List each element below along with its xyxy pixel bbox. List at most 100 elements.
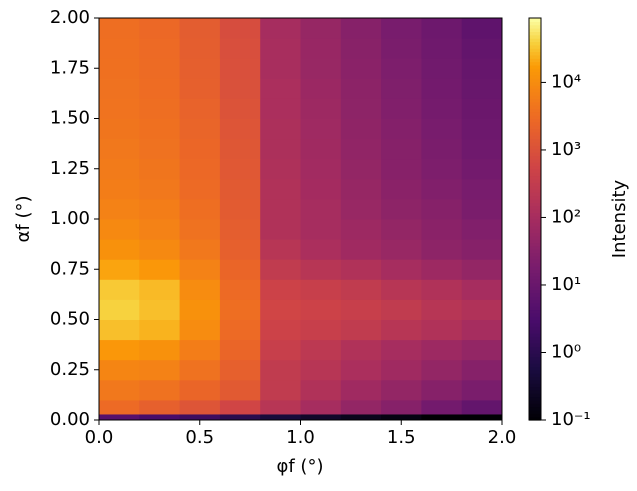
heatmap-cell <box>139 399 181 415</box>
colorbar-swatch <box>529 162 541 166</box>
colorbar-swatch <box>529 359 541 364</box>
heatmap-cell <box>219 413 261 421</box>
colorbar-swatch <box>529 121 541 126</box>
heatmap-cell <box>300 239 342 260</box>
heatmap-cell <box>421 118 463 140</box>
heatmap-cell <box>139 219 181 240</box>
colorbar-swatch <box>529 265 541 270</box>
colorbar-swatch <box>529 54 541 59</box>
colorbar-swatch <box>529 78 541 83</box>
heatmap-cell <box>219 379 261 401</box>
colorbar-tick-label: 10⁻¹ <box>551 409 591 430</box>
heatmap-cell <box>421 299 463 320</box>
heatmap-cell <box>340 399 382 415</box>
heatmap-cell <box>260 58 301 79</box>
colorbar-swatch <box>529 353 541 357</box>
heatmap-cell <box>461 359 503 381</box>
colorbar-swatch <box>529 255 541 260</box>
heatmap-cell <box>179 118 221 140</box>
heatmap-cell <box>381 98 422 119</box>
colorbar-swatch <box>529 386 541 391</box>
colorbar-swatch <box>529 182 541 187</box>
heatmap-cell <box>381 359 422 381</box>
colorbar-swatch <box>529 58 541 63</box>
colorbar-swatch <box>529 389 541 394</box>
heatmap-cell <box>340 138 382 160</box>
heatmap-cell <box>340 38 382 59</box>
heatmap-cell <box>260 198 301 220</box>
colorbar-swatch <box>529 202 541 207</box>
heatmap-cell <box>99 339 140 361</box>
colorbar-swatch <box>529 302 541 307</box>
heatmap-cell <box>99 158 140 180</box>
heatmap-cell <box>300 158 342 180</box>
colorbar-swatch <box>529 349 541 354</box>
heatmap-cell <box>421 178 463 200</box>
colorbar-frame <box>528 17 542 421</box>
heatmap-cell <box>179 239 221 260</box>
heatmap-cell <box>381 413 422 421</box>
colorbar-swatch <box>529 225 541 230</box>
heatmap-cell <box>260 339 301 361</box>
heatmap-cell <box>381 198 422 220</box>
heatmap-cell <box>260 38 301 59</box>
colorbar-swatch <box>529 249 541 254</box>
heatmap-cell <box>340 259 382 280</box>
heatmap-cell <box>340 299 382 320</box>
colorbar-swatch <box>529 406 541 411</box>
colorbar-swatch <box>529 158 541 163</box>
colorbar-label: Intensity <box>609 179 630 258</box>
colorbar-swatch <box>529 24 541 29</box>
heatmap-cell <box>421 98 463 119</box>
colorbar-swatch <box>529 416 541 421</box>
colorbar-swatch <box>529 145 541 150</box>
colorbar-swatch <box>529 105 541 110</box>
heatmap-cell <box>381 339 422 361</box>
colorbar-swatch <box>529 342 541 347</box>
colorbar-swatch <box>529 393 541 398</box>
heatmap-cell <box>179 219 221 240</box>
colorbar-swatch <box>529 242 541 247</box>
heatmap-cell <box>381 18 422 39</box>
colorbar-swatch <box>529 21 541 26</box>
heatmap-cell <box>260 359 301 381</box>
heatmap-cell <box>421 18 463 39</box>
heatmap-cell <box>219 38 261 59</box>
colorbar-swatch <box>529 403 541 408</box>
colorbar-swatch <box>529 138 541 143</box>
heatmap-cell <box>421 158 463 180</box>
heatmap-cell <box>260 399 301 415</box>
heatmap-cell <box>300 178 342 200</box>
heatmap-cell <box>99 78 140 99</box>
colorbar-swatch <box>529 272 541 277</box>
heatmap-cell <box>421 38 463 59</box>
heatmap-cell <box>421 399 463 415</box>
colorbar-tick-label: 10⁴ <box>551 71 581 92</box>
colorbar-swatch <box>529 326 541 331</box>
x-tick-label: 1.0 <box>286 427 315 448</box>
heatmap-cell <box>139 118 181 140</box>
heatmap-cell <box>300 198 342 220</box>
colorbar-swatch <box>529 44 541 49</box>
heatmap-cell <box>99 58 140 79</box>
heatmap-cell <box>219 259 261 280</box>
colorbar-swatch <box>529 175 541 180</box>
colorbar-swatch <box>529 376 541 381</box>
heatmap-cell <box>99 399 140 415</box>
heatmap-cell <box>260 138 301 160</box>
heatmap-cell <box>219 178 261 200</box>
heatmap-cell <box>179 399 221 415</box>
heatmap-cell <box>139 138 181 160</box>
colorbar-swatch <box>529 68 541 73</box>
heatmap-cell <box>219 319 261 341</box>
heatmap-cell <box>421 379 463 401</box>
heatmap-cell <box>260 259 301 280</box>
heatmap-cell <box>300 279 342 300</box>
heatmap-cell <box>260 219 301 240</box>
heatmap-cell <box>99 379 140 401</box>
heatmap-cell <box>219 118 261 140</box>
heatmap-cell <box>139 98 181 119</box>
heatmap-cell <box>421 198 463 220</box>
heatmap-cell <box>219 98 261 119</box>
